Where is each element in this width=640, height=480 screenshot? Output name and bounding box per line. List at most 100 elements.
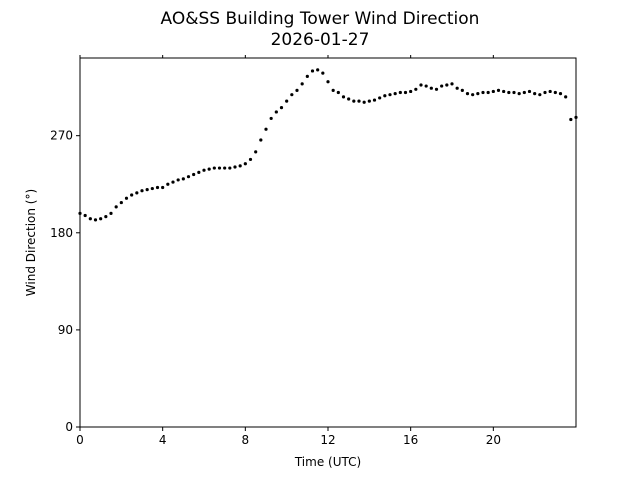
data-point (522, 90, 526, 95)
data-point (130, 193, 134, 197)
data-point (264, 127, 268, 131)
data-point (269, 116, 273, 121)
data-point (279, 106, 284, 110)
data-point (496, 88, 501, 92)
data-point (548, 89, 552, 94)
data-point (486, 90, 490, 95)
y-axis-label: Wind Direction (°) (24, 189, 38, 296)
data-point (569, 117, 573, 122)
data-point (181, 177, 185, 181)
x-axis-label: Time (UTC) (294, 455, 361, 469)
chart-title: AO&SS Building Tower Wind Direction (160, 9, 480, 29)
y-axis: 0 90 180 270 (50, 129, 80, 434)
data-point (248, 157, 253, 162)
data-point (109, 211, 113, 215)
data-point (517, 92, 521, 96)
y-tick-label: 90 (58, 323, 73, 337)
data-point (155, 185, 160, 190)
data-point (372, 98, 377, 102)
data-point (83, 213, 87, 218)
data-point (393, 92, 397, 96)
x-tick-label: 8 (242, 433, 250, 447)
data-point (491, 89, 495, 94)
data-point (409, 89, 413, 94)
data-point (533, 92, 537, 96)
data-point (197, 170, 201, 174)
data-point (455, 86, 459, 90)
data-point (538, 93, 542, 97)
data-point (114, 205, 118, 209)
data-point (512, 90, 516, 95)
data-point (207, 167, 211, 171)
data-point (434, 87, 439, 91)
data-point (471, 93, 475, 97)
data-point (429, 86, 433, 90)
data-point (104, 215, 108, 219)
data-point (321, 71, 325, 75)
data-point (99, 217, 103, 221)
y-tick-label: 270 (50, 129, 73, 143)
data-point (150, 186, 154, 191)
data-point (310, 69, 315, 73)
chart-subtitle: 2026-01-27 (270, 30, 370, 50)
data-point (316, 68, 320, 72)
data-point (383, 94, 387, 98)
data-point (93, 218, 98, 222)
data-point (465, 92, 470, 96)
data-point (347, 97, 351, 101)
data-point (564, 95, 568, 99)
data-point (388, 93, 392, 97)
data-points (78, 68, 578, 222)
data-point (378, 96, 382, 100)
data-point (357, 99, 361, 103)
data-point (367, 99, 371, 103)
x-tick-label: 0 (76, 433, 84, 447)
x-tick-label: 4 (159, 433, 167, 447)
data-point (274, 110, 278, 114)
data-point (135, 191, 139, 195)
data-point (414, 87, 418, 91)
data-point (543, 90, 547, 95)
axes-frame (79, 57, 577, 428)
data-point (202, 168, 206, 172)
data-point (352, 99, 356, 103)
data-point (233, 165, 237, 169)
data-point (460, 88, 464, 92)
x-tick-label: 12 (320, 433, 335, 447)
data-point (243, 162, 247, 166)
data-point (176, 178, 180, 182)
data-point (145, 188, 149, 192)
data-point (171, 180, 175, 184)
data-point (419, 83, 423, 87)
data-point (290, 93, 294, 97)
data-point (212, 166, 216, 170)
data-point (476, 92, 480, 96)
data-point (192, 172, 196, 177)
data-point (336, 90, 340, 95)
data-point (161, 185, 165, 190)
y-tick-label: 180 (50, 226, 73, 240)
data-point (223, 166, 227, 170)
data-point (331, 88, 335, 92)
data-point (558, 92, 563, 96)
data-point (238, 164, 242, 168)
data-point (450, 82, 454, 86)
data-point (259, 138, 263, 142)
data-point (326, 80, 330, 84)
data-point (88, 217, 92, 221)
data-point (166, 182, 170, 186)
data-point (502, 89, 506, 94)
y-tick-label: 0 (65, 420, 73, 434)
data-point (481, 90, 485, 95)
data-point (398, 90, 402, 95)
data-point (254, 150, 258, 154)
data-point (341, 95, 346, 99)
data-point (507, 90, 511, 95)
data-point (527, 89, 532, 94)
data-point (403, 90, 408, 95)
data-point (553, 90, 557, 95)
x-tick-label: 20 (486, 433, 501, 447)
data-point (217, 166, 222, 170)
data-point (186, 175, 191, 179)
